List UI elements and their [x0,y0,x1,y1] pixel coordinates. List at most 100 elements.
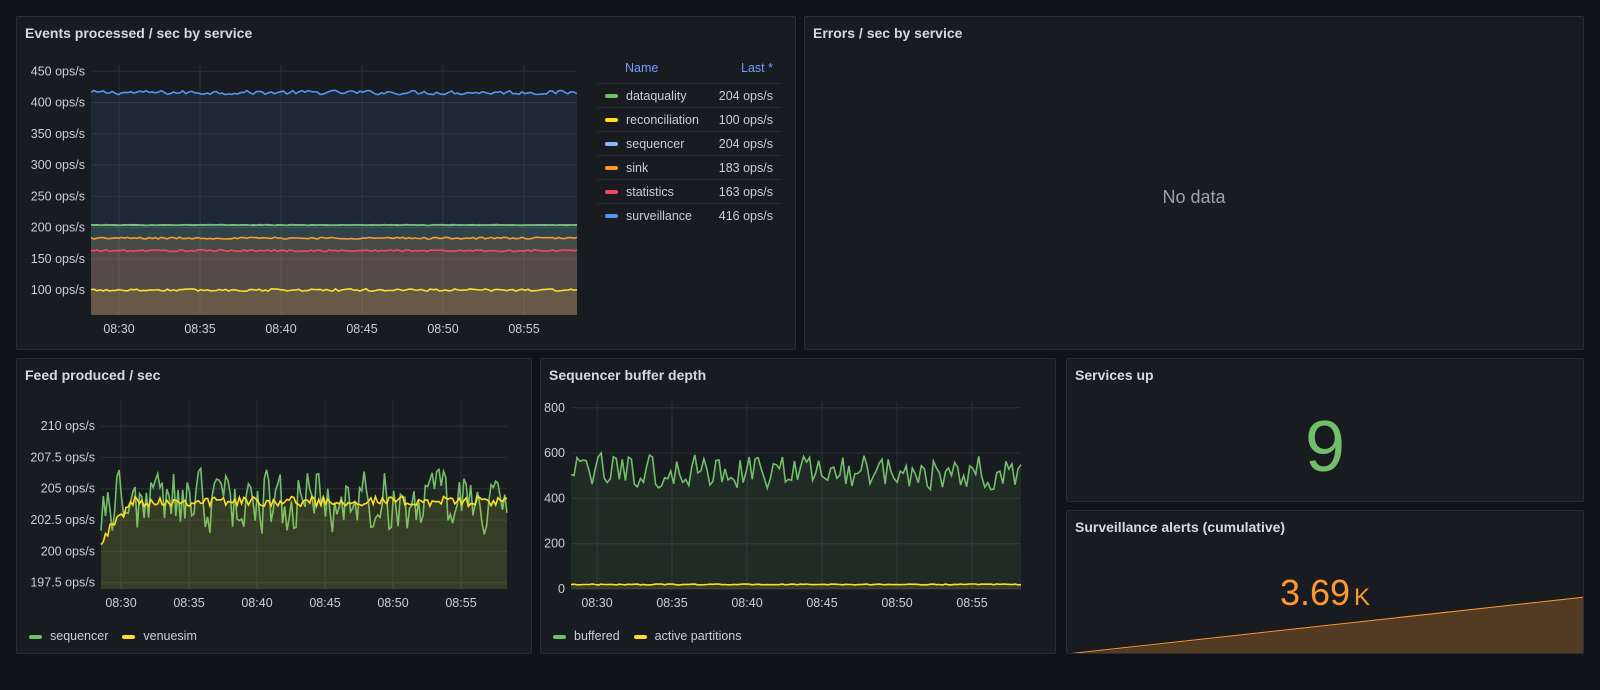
y-tick-label: 150 ops/s [31,252,85,266]
x-tick-label: 08:45 [346,322,377,336]
panel-title[interactable]: Feed produced / sec [25,367,161,383]
x-tick-label: 08:30 [105,596,136,610]
y-tick-label: 210 ops/s [41,419,95,433]
legend-swatch [553,634,566,639]
series-area-surveillance [91,90,577,315]
legend-name: reconciliation [626,112,699,127]
y-tick-label: 450 ops/s [31,64,85,78]
panel-title[interactable]: Sequencer buffer depth [549,367,707,383]
series-line-statistics [90,248,578,253]
events-chart[interactable]: 100 ops/s 150 ops/s 200 ops/s 250 ops/s 300 … [17,17,597,350]
panel-errors[interactable]: Errors / sec by service No data [804,16,1584,350]
legend-name: venuesim [143,629,197,643]
y-tick-label: 250 ops/s [31,189,85,203]
legend-name: surveillance [626,208,693,223]
legend-row-statistics[interactable]: statistics 163 ops/s [597,179,781,204]
series-line-active-partitions [570,583,1022,586]
legend-name: buffered [574,629,620,643]
alerts-unit: K [1354,584,1371,611]
legend-header-last[interactable]: Last * [741,61,773,75]
legend-row-sequencer[interactable]: sequencer 204 ops/s [597,131,781,156]
legend-swatch [605,142,618,147]
series-area-sink [91,237,577,315]
series-area-reconciliation [91,288,577,315]
panel-title[interactable]: Services up [1075,367,1154,383]
services-up-value: 9 [1304,407,1346,487]
legend-series-name: statistics [597,179,712,204]
y-tick-label: 400 ops/s [31,96,85,110]
y-tick-label: 600 [544,446,565,460]
panel-services-up[interactable]: Services up 9 [1066,358,1584,502]
legend-swatch [605,214,618,219]
y-tick-label: 400 [544,491,565,505]
panel-title[interactable]: Surveillance alerts (cumulative) [1075,519,1286,535]
legend-row-surveillance[interactable]: surveillance 416 ops/s [597,203,781,227]
y-tick-label: 350 ops/s [31,127,85,141]
x-tick-label: 08:35 [656,596,687,610]
series-line-sequencer [100,466,508,535]
y-tick-label: 100 ops/s [31,283,85,297]
legend-last-value: 100 ops/s [711,107,781,132]
legend-name: sink [626,160,649,175]
legend-name: dataquality [626,88,687,103]
y-tick-label: 197.5 ops/s [30,576,95,590]
legend-header-name[interactable]: Name [625,61,659,75]
y-tick-label: 200 [544,537,565,551]
series-area-statistics [91,249,577,315]
legend-name: statistics [626,184,674,199]
legend-series-name: sequencer [597,131,712,156]
legend-series-name: dataquality [597,83,712,108]
legend-row-sink[interactable]: sink 183 ops/s [597,155,781,180]
y-tick-label: 202.5 ops/s [30,513,95,527]
panel-title[interactable]: Events processed / sec by service [25,25,253,41]
x-tick-label: 08:35 [184,322,215,336]
legend-last-value: 183 ops/s [711,155,781,180]
y-tick-label: 800 [544,401,565,415]
legend-name: active partitions [654,629,742,643]
x-tick-label: 08:50 [427,322,458,336]
legend-swatch [605,94,618,99]
series-area-sequencer [91,224,577,315]
alerts-number: 3.69 [1279,572,1351,613]
series-area-buffered [571,452,1021,589]
x-tick-label: 08:30 [581,596,612,610]
feed-chart[interactable]: 197.5 ops/s 200 ops/s 202.5 ops/s 205 ops/s… [17,359,532,654]
panel-alerts[interactable]: Surveillance alerts (cumulative) 3.69 K [1066,510,1584,654]
sparkline-line [1071,596,1583,653]
feed-legend: sequencer venuesim [29,629,211,643]
x-tick-label: 08:55 [956,596,987,610]
series-line-reconciliation [90,287,578,293]
panel-buffer[interactable]: Sequencer buffer depth 0 200 400 600 800 08:3… [540,358,1056,654]
legend-item-sequencer[interactable]: sequencer [29,629,108,643]
legend-series-name: surveillance [597,203,712,227]
legend-item-active-partitions[interactable]: active partitions [633,629,742,643]
panel-feed[interactable]: Feed produced / sec 197.5 ops/s 200 ops/s… [16,358,532,654]
series-line-venuesim [100,494,508,546]
y-tick-label: 205 ops/s [41,482,95,496]
legend-name: sequencer [626,136,685,151]
legend-item-venuesim[interactable]: venuesim [122,629,197,643]
series-area-active-partitions [571,584,1021,589]
x-tick-label: 08:40 [241,596,272,610]
alerts-sparkline [1071,596,1583,653]
x-tick-label: 08:45 [806,596,837,610]
y-tick-label: 200 ops/s [41,544,95,558]
series-line-surveillance [90,89,578,96]
panel-title[interactable]: Errors / sec by service [813,25,963,41]
alerts-value: 3.69 K [1067,573,1583,618]
x-tick-label: 08:50 [881,596,912,610]
legend-row-dataquality[interactable]: dataquality 204 ops/s [597,83,781,108]
x-tick-label: 08:40 [265,322,296,336]
x-tick-label: 08:55 [508,322,539,336]
x-tick-label: 08:35 [173,596,204,610]
legend-row-reconciliation[interactable]: reconciliation 100 ops/s [597,107,781,132]
buffer-chart[interactable]: 0 200 400 600 800 08:30 08:35 08:40 08:45 08:50 08… [541,359,1056,654]
x-tick-label: 08:40 [731,596,762,610]
legend-item-buffered[interactable]: buffered [553,629,620,643]
legend-last-value: 163 ops/s [711,179,781,204]
x-tick-label: 08:30 [103,322,134,336]
events-legend: Name Last * dataquality 204 ops/s reconcil… [597,59,781,227]
panel-events[interactable]: Events processed / sec by service 100 op… [16,16,796,350]
legend-name: sequencer [50,629,109,643]
series-line-sink [90,236,578,240]
